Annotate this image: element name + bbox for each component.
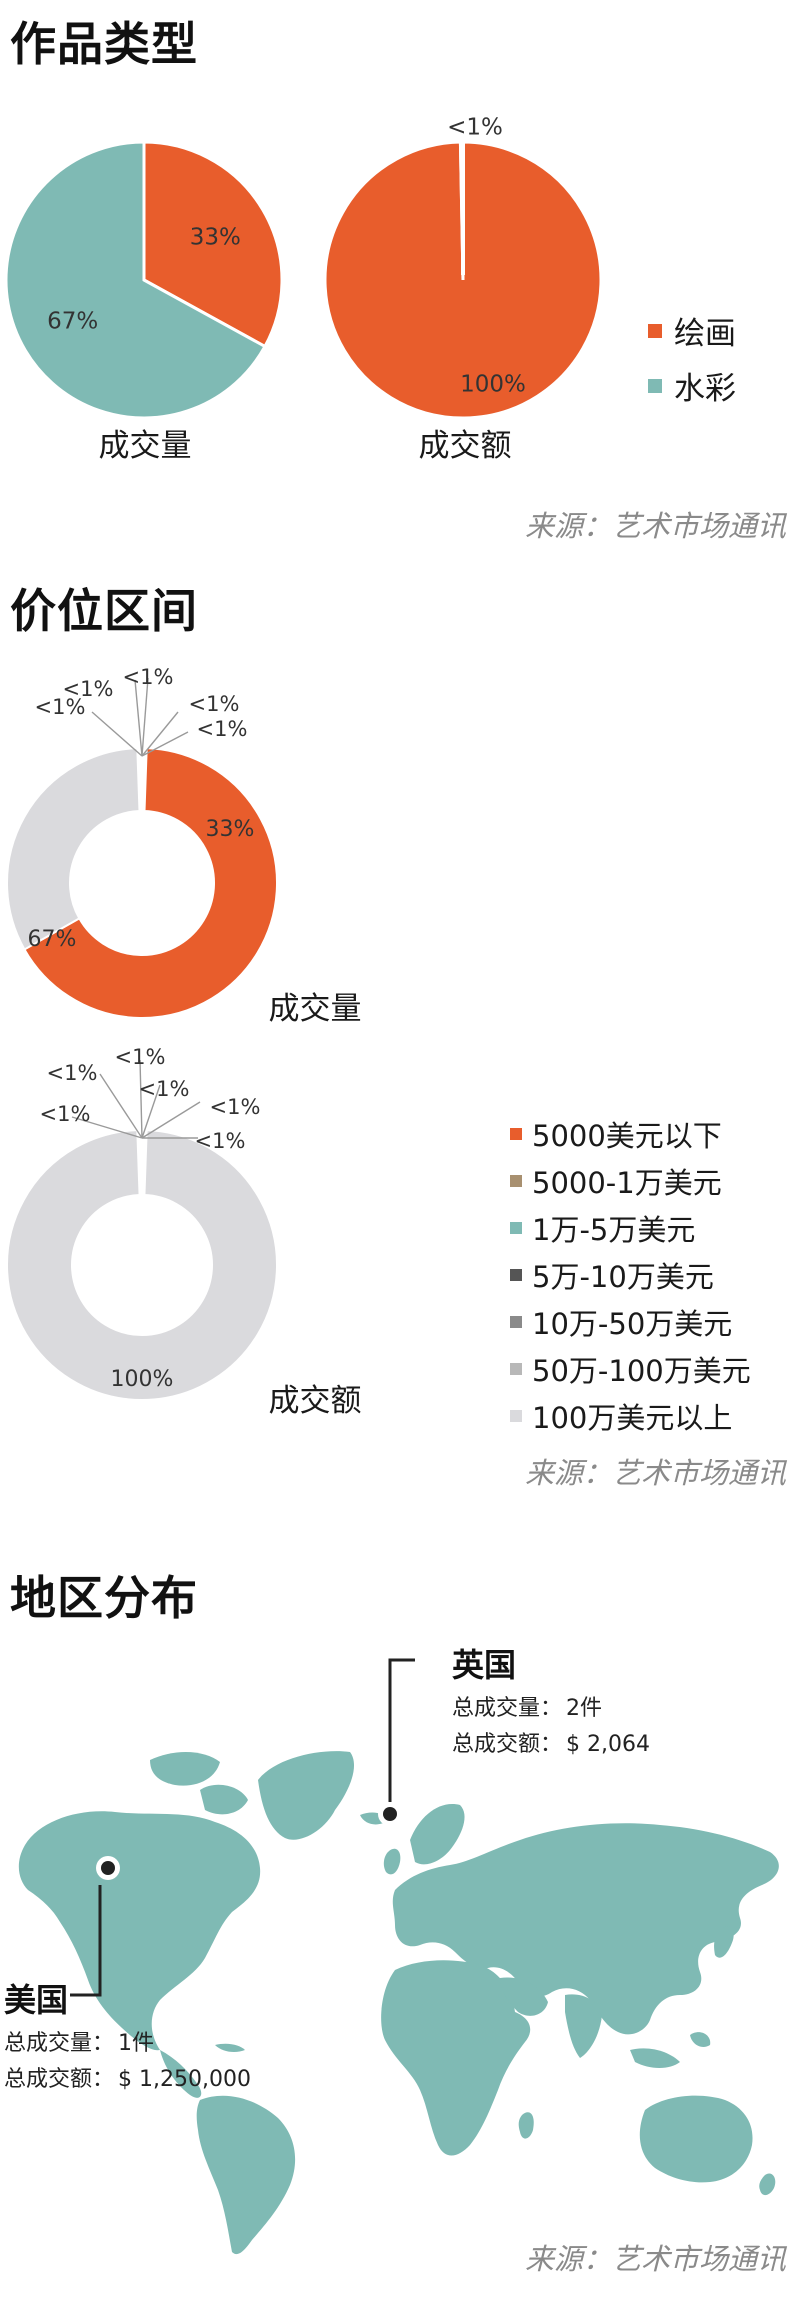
legend-label: 100万美元以上	[532, 1400, 733, 1435]
pie-amount-caption: 成交额	[418, 428, 512, 464]
legend-item: 5000美元以下	[510, 1110, 751, 1157]
pie-volume-caption: 成交量	[98, 428, 192, 464]
donut-segment	[23, 747, 278, 1019]
section-title-region: 地区分布	[10, 1571, 198, 1625]
donut-tiny-gap	[137, 1130, 147, 1196]
donut-callout-label: <1%	[210, 1095, 261, 1119]
donut-tiny-gap	[137, 748, 147, 812]
uk-volume-label: 总成交量：	[452, 1696, 563, 1721]
legend-swatch	[510, 1127, 522, 1140]
donut-segment	[6, 747, 141, 951]
donut-callout-label: <1%	[123, 665, 174, 689]
legend-swatch	[510, 1315, 522, 1328]
legend-item: 50万-100万美元	[510, 1345, 751, 1392]
donut-callout-label: <1%	[40, 1102, 91, 1126]
legend-label: 绘画	[674, 316, 736, 352]
legend-label: 水彩	[674, 371, 736, 407]
pie-slice-label-watercolor: <1%	[447, 115, 503, 141]
legend-price: 5000美元以下 5000-1万美元 1万-5万美元 5万-10万美元 10万-50万美…	[510, 1110, 751, 1439]
donut-callout-label: <1%	[35, 695, 86, 719]
legend-label: 50万-100万美元	[532, 1353, 751, 1388]
donut-callout-label: <1%	[189, 692, 240, 716]
pie-slice-painting	[142, 140, 284, 349]
legend-label: 5000美元以下	[532, 1118, 722, 1153]
donut-callout-line	[134, 679, 143, 757]
donut-callout-line	[141, 1084, 161, 1139]
world-map	[18, 1658, 779, 2255]
donut-callout-label: <1%	[139, 1077, 190, 1101]
legend-label: 5万-10万美元	[532, 1259, 714, 1294]
donut-amount-caption: 成交额	[268, 1383, 362, 1419]
usa-volume-label: 总成交量：	[4, 2031, 115, 2056]
donut-amount-by-price: <1% <1% <1% <1% <1% <1% 100%	[6, 1045, 278, 1401]
legend-label: 10万-50万美元	[532, 1306, 733, 1341]
legend-item: 水彩	[648, 363, 736, 408]
section-title-type: 作品类型	[10, 17, 198, 71]
donut-callout-line	[141, 677, 149, 757]
usa-amount-value: $ 1,250,000	[118, 2067, 251, 2092]
donut-volume-caption: 成交量	[268, 991, 362, 1027]
legend-swatch	[510, 1221, 522, 1234]
legend-swatch	[510, 1409, 522, 1422]
donut-value-label: 100%	[111, 1367, 174, 1392]
usa-leader-line	[70, 1885, 102, 1997]
uk-info: 英国 总成交量： 2件 总成交额： $ 2,064	[452, 1640, 650, 1758]
legend-swatch	[510, 1362, 522, 1375]
pie-volume-by-type: 33% 67%	[4, 140, 284, 420]
usa-volume-value: 1件	[118, 2031, 155, 2056]
donut-callout-label: <1%	[195, 1129, 246, 1153]
legend-swatch	[510, 1268, 522, 1281]
source-type: 来源：艺术市场通讯	[524, 509, 786, 543]
donut-callout-line	[99, 1073, 143, 1139]
usa-name: 美国	[4, 1981, 69, 2019]
donut-value-label: 67%	[28, 927, 77, 952]
legend-swatch	[648, 323, 662, 338]
usa-info: 美国 总成交量： 1件 总成交额： $ 1,250,000	[4, 1975, 251, 2093]
donut-callout-line	[141, 731, 189, 757]
source-region: 来源：艺术市场通讯	[524, 2242, 786, 2276]
legend-label: 5000-1万美元	[532, 1165, 722, 1200]
pie-slice-label: 33%	[190, 224, 241, 250]
uk-volume-value: 2件	[566, 1696, 603, 1721]
legend-item: 5万-10万美元	[510, 1251, 751, 1298]
source-price: 来源：艺术市场通讯	[524, 1456, 786, 1490]
donut-callout-line	[91, 711, 143, 757]
uk-amount-label: 总成交额：	[452, 1732, 563, 1757]
legend-item: 5000-1万美元	[510, 1157, 751, 1204]
donut-callout-line	[141, 1101, 201, 1139]
donut-callout-line	[139, 1059, 143, 1139]
legend-swatch	[510, 1174, 522, 1187]
uk-amount-value: $ 2,064	[566, 1732, 650, 1757]
pie-amount-by-type: 100% <1%	[323, 115, 603, 420]
uk-leader-line	[388, 1658, 415, 1802]
legend-item: 100万美元以上	[510, 1392, 751, 1439]
pie-slice-label-painting: 100%	[460, 372, 526, 398]
legend-item: 绘画	[648, 308, 736, 353]
donut-value-label: 33%	[206, 817, 255, 842]
legend-swatch	[648, 378, 662, 393]
donut-volume-by-price: <1%<1% <1%<1%<1%67%33%	[6, 665, 278, 1019]
map-land	[18, 1751, 779, 2255]
legend-item: 10万-50万美元	[510, 1298, 751, 1345]
donut-callout-label: <1%	[115, 1045, 166, 1069]
usa-amount-label: 总成交额：	[4, 2067, 115, 2092]
legend-type: 绘画 水彩	[648, 308, 736, 418]
pie-slice-watercolor	[4, 140, 267, 420]
donut-callout-label: <1%	[197, 717, 248, 741]
donut-callout-line	[141, 711, 179, 757]
donut-callout-line	[71, 1116, 143, 1139]
donut-callout-label: <1%	[63, 677, 114, 701]
legend-label: 1万-5万美元	[532, 1212, 696, 1247]
donut-segment	[6, 1129, 278, 1401]
pie-slice-label: 67%	[47, 309, 98, 335]
legend-item: 1万-5万美元	[510, 1204, 751, 1251]
uk-name: 英国	[452, 1646, 517, 1684]
donut-callout-label: <1%	[47, 1061, 98, 1085]
section-title-price: 价位区间	[10, 584, 198, 638]
